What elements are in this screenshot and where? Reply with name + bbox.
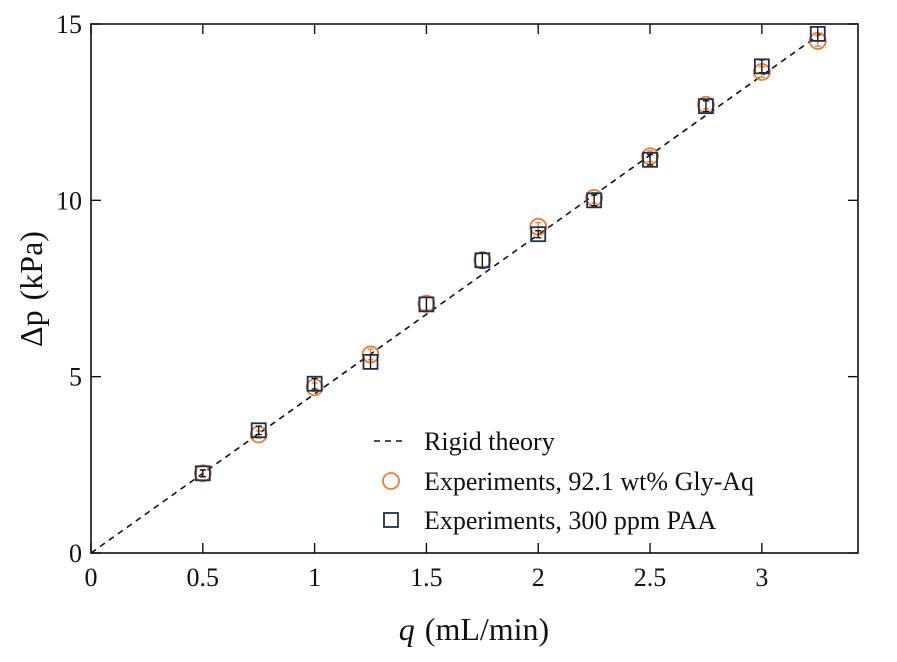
paa-point — [586, 192, 603, 209]
rigid-theory-line — [90, 30, 825, 554]
axis-ticks — [90, 23, 858, 554]
plot-frame — [90, 23, 859, 554]
y-tick-labels: 0 5 10 15 — [56, 10, 82, 568]
y-axis-unit: (kPa) — [13, 231, 49, 300]
legend: Rigid theory Experiments, 92.1 wt% Gly-A… — [374, 427, 754, 535]
x-tick-label: 2.5 — [634, 563, 667, 592]
series-layer — [90, 25, 827, 554]
paa-point — [362, 353, 379, 370]
x-tick-label: 1 — [308, 563, 321, 592]
legend-label-rigid-theory: Rigid theory — [424, 427, 555, 456]
paa-point — [418, 296, 435, 313]
paa-point — [250, 422, 267, 439]
paa-point — [306, 375, 323, 392]
legend-circle-symbol — [382, 472, 400, 490]
x-tick-label: 3 — [755, 563, 768, 592]
x-tick-label: 0.5 — [187, 563, 220, 592]
x-axis-unit: (mL/min) — [425, 611, 549, 647]
legend-square-symbol — [383, 512, 399, 528]
paa-point — [642, 151, 658, 168]
legend-label-paa: Experiments, 300 ppm PAA — [424, 506, 716, 535]
x-tick-labels: 0 0.5 1 1.5 2 2.5 3 — [85, 563, 769, 592]
y-tick-label: 10 — [56, 186, 82, 215]
x-tick-label: 0 — [85, 563, 98, 592]
y-tick-label: 0 — [69, 539, 82, 568]
gly-aq-point — [193, 464, 212, 483]
y-tick-label: 5 — [69, 363, 82, 392]
paa-point — [753, 58, 770, 75]
paa-point — [530, 226, 547, 243]
paa-point — [698, 98, 714, 115]
x-axis-symbol: q — [399, 611, 415, 647]
y-tick-label: 15 — [56, 10, 82, 39]
paa-point — [809, 25, 826, 42]
x-tick-label: 2 — [532, 563, 545, 592]
legend-label-gly-aq: Experiments, 92.1 wt% Gly-Aq — [424, 467, 754, 496]
x-axis-title: q (mL/min) — [399, 611, 549, 647]
paa-point — [194, 465, 211, 482]
paa-point — [474, 252, 491, 269]
y-axis-title: Δp (kPa) — [13, 231, 49, 347]
x-tick-label: 1.5 — [410, 563, 443, 592]
y-axis-symbol: Δp — [13, 310, 49, 347]
